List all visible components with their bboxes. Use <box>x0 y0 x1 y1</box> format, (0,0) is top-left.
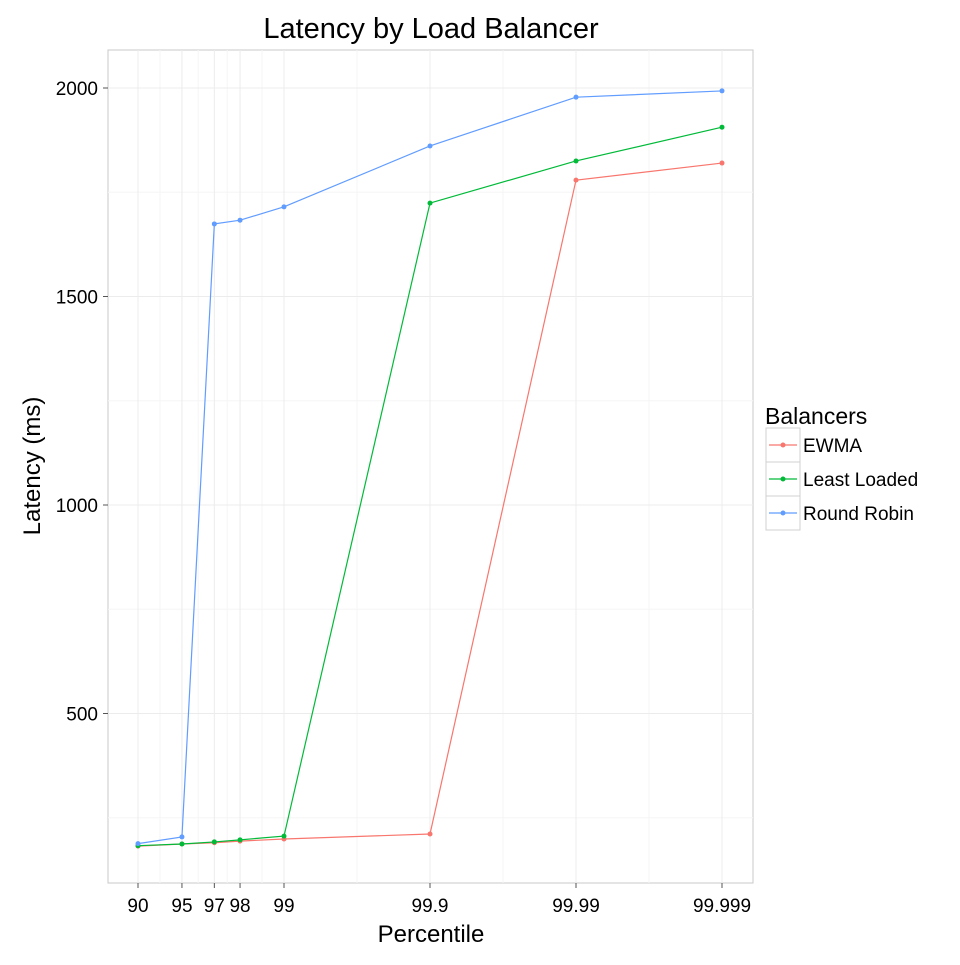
data-point <box>237 217 243 223</box>
y-tick-label: 1500 <box>56 288 98 309</box>
data-point <box>719 124 725 130</box>
series-least-loaded <box>135 124 725 849</box>
data-point <box>211 839 217 845</box>
y-tick-label: 500 <box>66 705 98 726</box>
data-point <box>573 158 579 164</box>
legend-title: Balancers <box>765 403 867 429</box>
data-point <box>427 143 433 149</box>
data-point <box>237 837 243 843</box>
data-point <box>427 831 433 837</box>
legend-label: EWMA <box>803 436 862 457</box>
y-axis-label: Latency (ms) <box>19 397 46 536</box>
y-axis: 500 1000 1500 2000 <box>56 79 108 726</box>
x-tick-label: 98 <box>229 896 250 917</box>
y-tick-label: 1000 <box>56 496 98 517</box>
series-round-robin <box>135 88 725 847</box>
chart-title: Latency by Load Balancer <box>263 13 599 45</box>
data-point <box>211 221 217 227</box>
data-point <box>281 204 287 210</box>
data-point <box>135 841 141 847</box>
legend-label: Least Loaded <box>803 470 918 491</box>
data-point <box>719 88 725 94</box>
legend-label: Round Robin <box>803 504 914 525</box>
x-tick-label: 90 <box>127 896 148 917</box>
gridlines <box>108 50 753 883</box>
series-line <box>137 126 723 847</box>
data-point <box>573 94 579 100</box>
data-point <box>179 841 185 847</box>
legend-key-point <box>780 442 786 448</box>
x-tick-label: 99.999 <box>693 896 751 917</box>
x-axis-label: Percentile <box>378 921 485 948</box>
x-tick-label: 99.9 <box>412 896 449 917</box>
x-tick-label: 95 <box>171 896 192 917</box>
legend-key-point <box>780 510 786 516</box>
x-tick-label: 97 <box>204 896 225 917</box>
y-tick-label: 2000 <box>56 79 98 100</box>
data-point <box>573 177 579 183</box>
x-axis: 90 95 97 98 99 99.9 99.99 99.999 <box>127 883 751 917</box>
series-line <box>137 90 723 845</box>
legend-key-point <box>780 476 786 482</box>
data-point <box>719 160 725 166</box>
legend: Balancers EWMA Least Loaded Round Robin <box>765 403 918 531</box>
series-lines <box>135 88 725 849</box>
data-point <box>427 200 433 206</box>
x-tick-label: 99.99 <box>552 896 600 917</box>
x-tick-label: 99 <box>273 896 294 917</box>
data-point <box>179 834 185 840</box>
data-point <box>281 833 287 839</box>
